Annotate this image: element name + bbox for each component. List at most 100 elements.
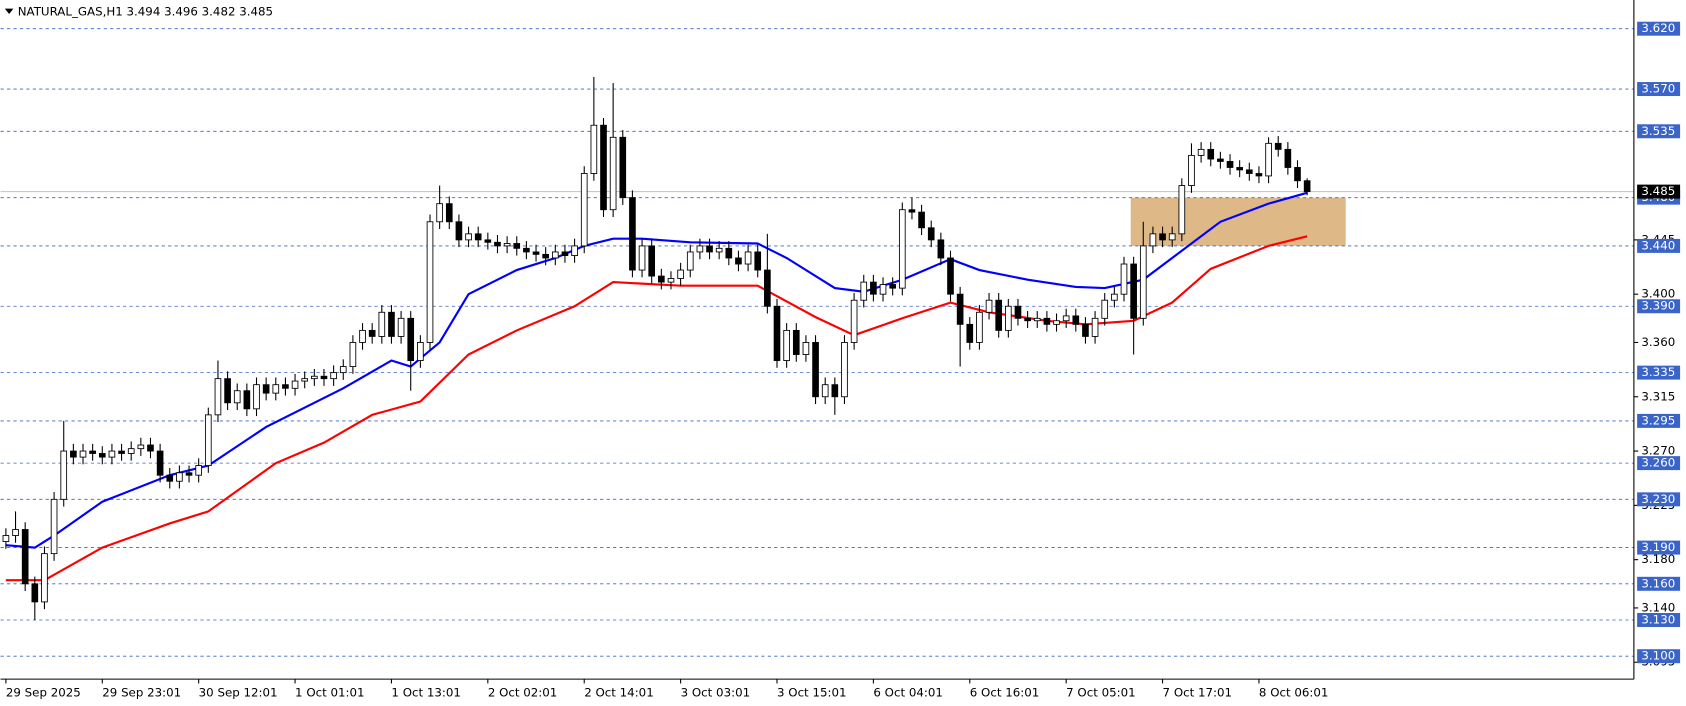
candle-body: [301, 378, 309, 382]
level-label-box: [1637, 21, 1681, 36]
candle-body: [1178, 185, 1186, 235]
candle-body: [397, 317, 405, 337]
candle-body: [98, 453, 106, 458]
level-label-box: [1637, 456, 1681, 471]
y-tick-label: 3.360: [1641, 335, 1675, 349]
candle-body: [715, 247, 723, 253]
candle-body: [311, 375, 318, 380]
candle-body: [282, 384, 289, 389]
candle-body: [985, 299, 993, 313]
level-label: 3.620: [1641, 21, 1675, 35]
candle-body: [677, 269, 684, 279]
level-label: 3.535: [1641, 124, 1675, 138]
candle-body: [648, 245, 656, 277]
x-tick-label: 2 Oct 14:01: [584, 686, 654, 700]
x-tick-label: 7 Oct 17:01: [1163, 686, 1233, 700]
candle-layer: [2, 76, 1311, 621]
candle-body: [696, 245, 704, 253]
candle-body: [262, 384, 270, 394]
candle-body: [455, 221, 463, 241]
candle-body: [118, 450, 125, 454]
candle-body: [551, 251, 559, 259]
x-tick-label: 30 Sep 12:01: [199, 686, 278, 700]
level-label-box: [1637, 124, 1681, 139]
level-label-box: [1637, 238, 1681, 253]
candle-body: [1274, 142, 1282, 150]
candle-body: [388, 311, 395, 337]
moving-average: [5, 191, 1308, 549]
candle-body: [956, 293, 964, 325]
candle-body: [253, 384, 260, 410]
candle-body: [609, 136, 617, 211]
candle-body: [1091, 317, 1099, 337]
candle-body: [1053, 320, 1060, 325]
candle-body: [79, 450, 87, 458]
level-label: 3.390: [1641, 299, 1675, 313]
level-label: 3.190: [1641, 540, 1675, 554]
candle-body: [185, 472, 193, 476]
candle-body: [1101, 299, 1109, 319]
candle-body: [764, 269, 771, 307]
candle-body: [50, 498, 58, 555]
candle-body: [783, 329, 790, 361]
candle-body: [976, 311, 983, 343]
candle-body: [841, 342, 848, 398]
candle-body: [831, 384, 839, 398]
candle-body: [629, 197, 636, 271]
x-tick-label: 6 Oct 04:01: [873, 686, 943, 700]
candle-body: [243, 390, 251, 410]
candle-body: [436, 203, 443, 223]
candle-body: [60, 450, 68, 500]
level-label-box: [1637, 540, 1681, 555]
level-label-box: [1637, 492, 1681, 507]
level-label-box: [1637, 613, 1681, 627]
candle-body: [542, 253, 549, 259]
x-tick-label: 1 Oct 13:01: [391, 686, 460, 700]
level-label: 3.260: [1641, 456, 1675, 470]
candle-body: [330, 372, 337, 380]
candle-body: [1082, 323, 1089, 337]
zone-layer: [1130, 197, 1346, 246]
candle-body: [2, 535, 10, 542]
candle-body: [445, 203, 453, 223]
candle-body: [947, 257, 954, 295]
candle-body: [1207, 148, 1215, 160]
candle-body: [1294, 167, 1301, 182]
level-label: 3.570: [1641, 82, 1675, 96]
y-tick-label: 3.180: [1641, 552, 1675, 566]
y-tick-label: 3.270: [1641, 444, 1675, 458]
level-label: 3.100: [1641, 649, 1675, 663]
price-label: 3.485: [1641, 184, 1675, 198]
candle-body: [1033, 317, 1041, 322]
candle-body: [137, 444, 145, 450]
x-tick-label: 3 Oct 03:01: [681, 686, 751, 700]
candle-body: [214, 378, 222, 416]
candle-body: [898, 209, 906, 289]
y-tick-label: 3.400: [1641, 287, 1675, 301]
candle-body: [156, 450, 164, 476]
candle-body: [889, 284, 896, 289]
candle-body: [147, 444, 154, 452]
candle-body: [580, 173, 588, 247]
level-label: 3.335: [1641, 365, 1675, 379]
candle-body: [204, 414, 212, 466]
candle-body: [41, 553, 48, 603]
candle-body: [1188, 154, 1195, 187]
level-label: 3.130: [1641, 613, 1675, 627]
candle-body: [792, 329, 800, 355]
candle-body: [1245, 169, 1253, 174]
candle-body: [773, 305, 781, 361]
candle-body: [513, 243, 521, 249]
candle-body: [1284, 148, 1292, 168]
candle-body: [339, 366, 347, 374]
candle-body: [1217, 158, 1224, 162]
candle-body: [320, 375, 328, 380]
candle-body: [484, 239, 492, 243]
candle-body: [571, 245, 578, 256]
candle-body: [600, 124, 607, 211]
x-tick-label: 2 Oct 02:01: [488, 686, 558, 700]
y-tick-label: 3.140: [1641, 600, 1675, 614]
candle-body: [1265, 142, 1272, 177]
candle-body: [879, 284, 887, 295]
candle-body: [995, 299, 1003, 331]
